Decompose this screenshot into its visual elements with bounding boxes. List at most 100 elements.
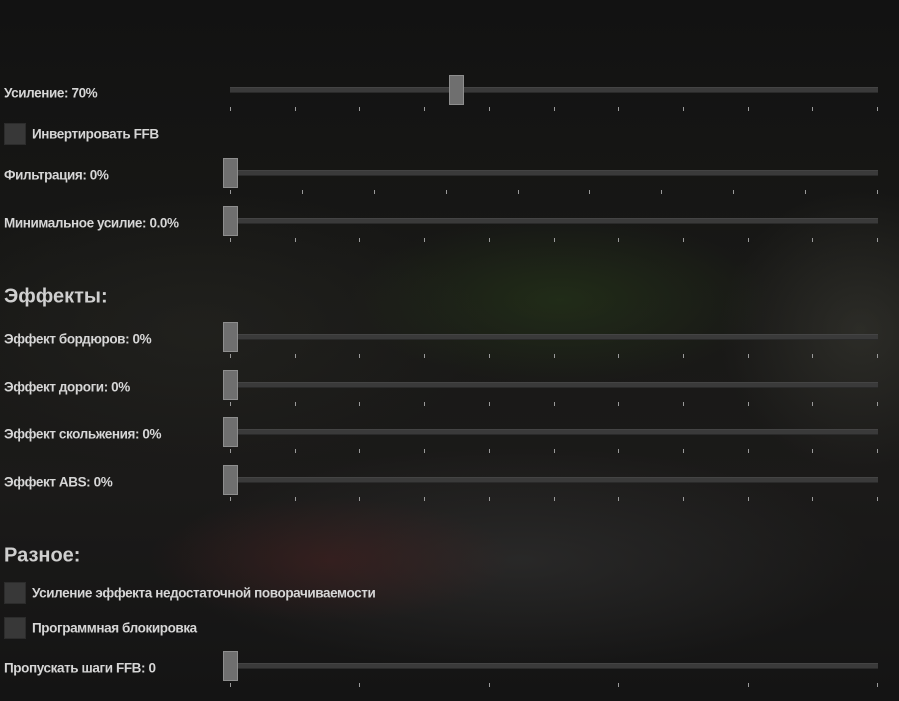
slider-tick bbox=[424, 107, 425, 111]
slider-tick bbox=[877, 497, 878, 501]
slider-tick bbox=[359, 354, 360, 358]
road-effect-slider[interactable] bbox=[223, 370, 885, 410]
slider-tick bbox=[618, 354, 619, 358]
slider-tick bbox=[683, 402, 684, 406]
slider-tick bbox=[748, 449, 749, 453]
slider-tick bbox=[812, 354, 813, 358]
slider-tick bbox=[424, 497, 425, 501]
slider-tick bbox=[489, 683, 490, 687]
slider-tick bbox=[877, 354, 878, 358]
slider-tick bbox=[489, 497, 490, 501]
slider-tick bbox=[230, 107, 231, 111]
slider-tick bbox=[554, 402, 555, 406]
slider-tick bbox=[230, 683, 231, 687]
slider-tick bbox=[733, 190, 734, 194]
slider-tick bbox=[683, 107, 684, 111]
slider-tick bbox=[295, 238, 296, 242]
slider-track[interactable] bbox=[230, 429, 878, 435]
abs-effect-label: Эффект ABS: 0% bbox=[4, 474, 113, 490]
soft-lock-label: Программная блокировка bbox=[32, 620, 197, 636]
road-effect-label: Эффект дороги: 0% bbox=[4, 379, 130, 395]
slider-tick bbox=[302, 190, 303, 194]
slider-tick bbox=[618, 683, 619, 687]
abs-effect-slider[interactable] bbox=[223, 465, 885, 505]
slider-tick bbox=[683, 354, 684, 358]
slider-thumb[interactable] bbox=[223, 417, 238, 447]
slip-effect-slider[interactable] bbox=[223, 417, 885, 457]
slider-tick bbox=[359, 107, 360, 111]
slider-tick bbox=[359, 238, 360, 242]
slider-tick bbox=[295, 449, 296, 453]
slider-tick bbox=[230, 190, 231, 194]
slider-thumb[interactable] bbox=[223, 158, 238, 188]
slider-tick bbox=[877, 107, 878, 111]
slider-tick bbox=[812, 402, 813, 406]
slider-track[interactable] bbox=[230, 334, 878, 340]
slider-thumb[interactable] bbox=[449, 75, 464, 105]
skip-steps-label: Пропускать шаги FFB: 0 bbox=[4, 660, 156, 676]
slider-tick bbox=[295, 402, 296, 406]
slider-thumb[interactable] bbox=[223, 465, 238, 495]
slider-thumb[interactable] bbox=[223, 370, 238, 400]
slider-tick bbox=[230, 402, 231, 406]
filter-label: Фильтрация: 0% bbox=[4, 167, 109, 183]
slider-thumb[interactable] bbox=[223, 206, 238, 236]
slider-tick bbox=[554, 497, 555, 501]
slider-tick bbox=[748, 683, 749, 687]
slider-tick bbox=[518, 190, 519, 194]
slider-tick bbox=[683, 497, 684, 501]
slider-tick bbox=[295, 107, 296, 111]
slider-tick bbox=[489, 107, 490, 111]
slider-tick bbox=[554, 449, 555, 453]
kerb-effect-slider[interactable] bbox=[223, 322, 885, 362]
slider-track[interactable] bbox=[230, 170, 878, 176]
slider-thumb[interactable] bbox=[223, 651, 238, 681]
slider-tick bbox=[359, 402, 360, 406]
slider-tick bbox=[230, 449, 231, 453]
slider-tick bbox=[230, 497, 231, 501]
slider-tick bbox=[554, 238, 555, 242]
slider-tick bbox=[554, 354, 555, 358]
slider-tick bbox=[618, 449, 619, 453]
slider-tick bbox=[877, 190, 878, 194]
slider-track[interactable] bbox=[230, 663, 878, 669]
slider-track[interactable] bbox=[230, 218, 878, 224]
slider-tick bbox=[748, 497, 749, 501]
understeer-checkbox[interactable] bbox=[4, 582, 26, 604]
slider-tick bbox=[295, 354, 296, 358]
slider-tick bbox=[489, 238, 490, 242]
slider-track[interactable] bbox=[230, 87, 878, 93]
gain-slider[interactable] bbox=[223, 75, 885, 115]
invert-ffb-label: Инвертировать FFB bbox=[32, 126, 159, 142]
min-force-label: Минимальное усилие: 0.0% bbox=[4, 215, 179, 231]
slider-tick bbox=[748, 354, 749, 358]
slider-tick bbox=[589, 190, 590, 194]
slider-tick bbox=[812, 238, 813, 242]
skip-steps-slider[interactable] bbox=[223, 651, 885, 691]
slider-tick bbox=[877, 449, 878, 453]
slider-tick bbox=[748, 238, 749, 242]
slider-tick bbox=[812, 107, 813, 111]
invert-ffb-checkbox[interactable] bbox=[4, 123, 26, 145]
slider-tick bbox=[618, 497, 619, 501]
slider-tick bbox=[230, 238, 231, 242]
slider-tick bbox=[805, 190, 806, 194]
slider-tick bbox=[489, 402, 490, 406]
soft-lock-checkbox[interactable] bbox=[4, 617, 26, 639]
slider-tick bbox=[489, 354, 490, 358]
kerb-effect-label: Эффект бордюров: 0% bbox=[4, 331, 152, 347]
slider-tick bbox=[661, 190, 662, 194]
slider-tick bbox=[683, 238, 684, 242]
slider-tick bbox=[618, 107, 619, 111]
slider-thumb[interactable] bbox=[223, 322, 238, 352]
filter-slider[interactable] bbox=[223, 158, 885, 198]
slider-tick bbox=[424, 354, 425, 358]
slider-tick bbox=[812, 449, 813, 453]
slider-track[interactable] bbox=[230, 382, 878, 388]
slider-track[interactable] bbox=[230, 477, 878, 483]
gain-label: Усиление: 70% bbox=[4, 85, 98, 101]
slider-tick bbox=[877, 683, 878, 687]
slider-tick bbox=[359, 683, 360, 687]
min-force-slider[interactable] bbox=[223, 206, 885, 246]
understeer-label: Усиление эффекта недостаточной поворачив… bbox=[32, 585, 376, 601]
